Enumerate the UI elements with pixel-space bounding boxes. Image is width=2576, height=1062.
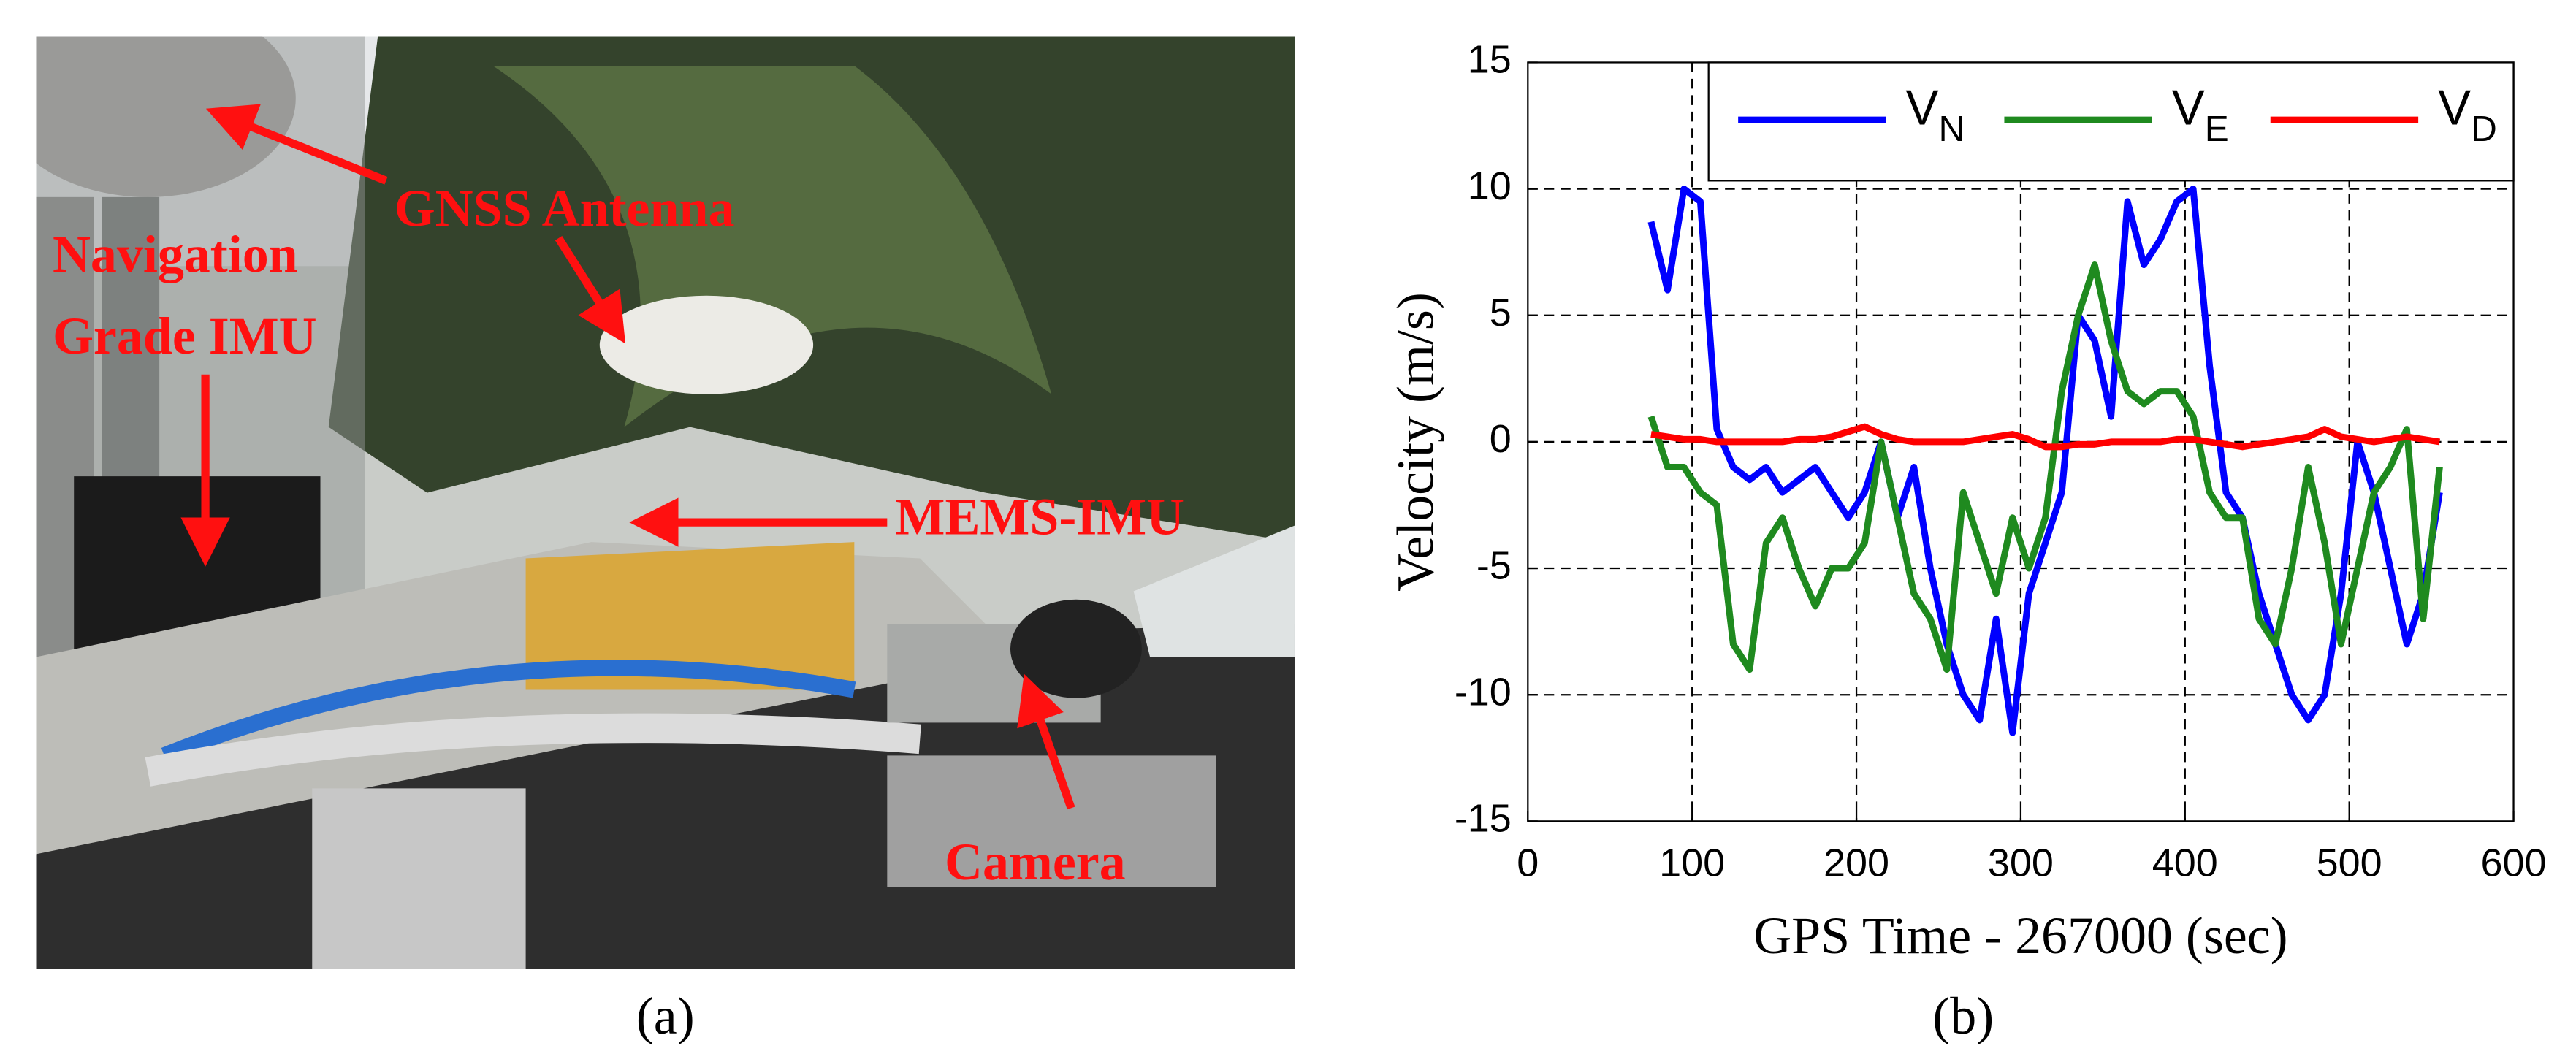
data-line (1650, 423, 2441, 451)
annotation: GNSS Antenna (395, 179, 735, 237)
x-tick-label: 100 (1659, 841, 1725, 885)
y-tick-label: 10 (1468, 164, 1512, 208)
data-line (1647, 261, 2443, 673)
x-axis-label: GPS Time - 267000 (sec) (1753, 906, 2287, 965)
y-axis-label: Velocity (m/s) (1387, 292, 1445, 592)
x-tick-label: 200 (1824, 841, 1889, 885)
y-tick-label: 15 (1468, 38, 1512, 82)
data-line (1647, 186, 2443, 736)
photo (36, 36, 1295, 969)
y-tick-label: -5 (1476, 543, 1512, 587)
annotation: Camera (945, 833, 1126, 891)
x-tick-label: 300 (1988, 841, 2054, 885)
annotation: MEMS-IMU (896, 488, 1185, 546)
x-tick-label: 0 (1517, 841, 1539, 885)
y-tick-label: -10 (1455, 670, 1512, 714)
annotation: Grade IMU (53, 307, 317, 365)
panel-label: (b) (1932, 987, 1994, 1045)
panel-label: (a) (636, 987, 695, 1045)
y-tick-label: -15 (1455, 797, 1512, 841)
y-tick-label: 5 (1490, 291, 1512, 335)
annotation: Navigation (53, 225, 298, 283)
x-tick-label: 600 (2481, 841, 2547, 885)
photo-arrows (180, 104, 1075, 810)
x-tick-label: 400 (2152, 841, 2218, 885)
y-tick-label: 0 (1490, 417, 1512, 461)
x-tick-label: 500 (2317, 841, 2382, 885)
